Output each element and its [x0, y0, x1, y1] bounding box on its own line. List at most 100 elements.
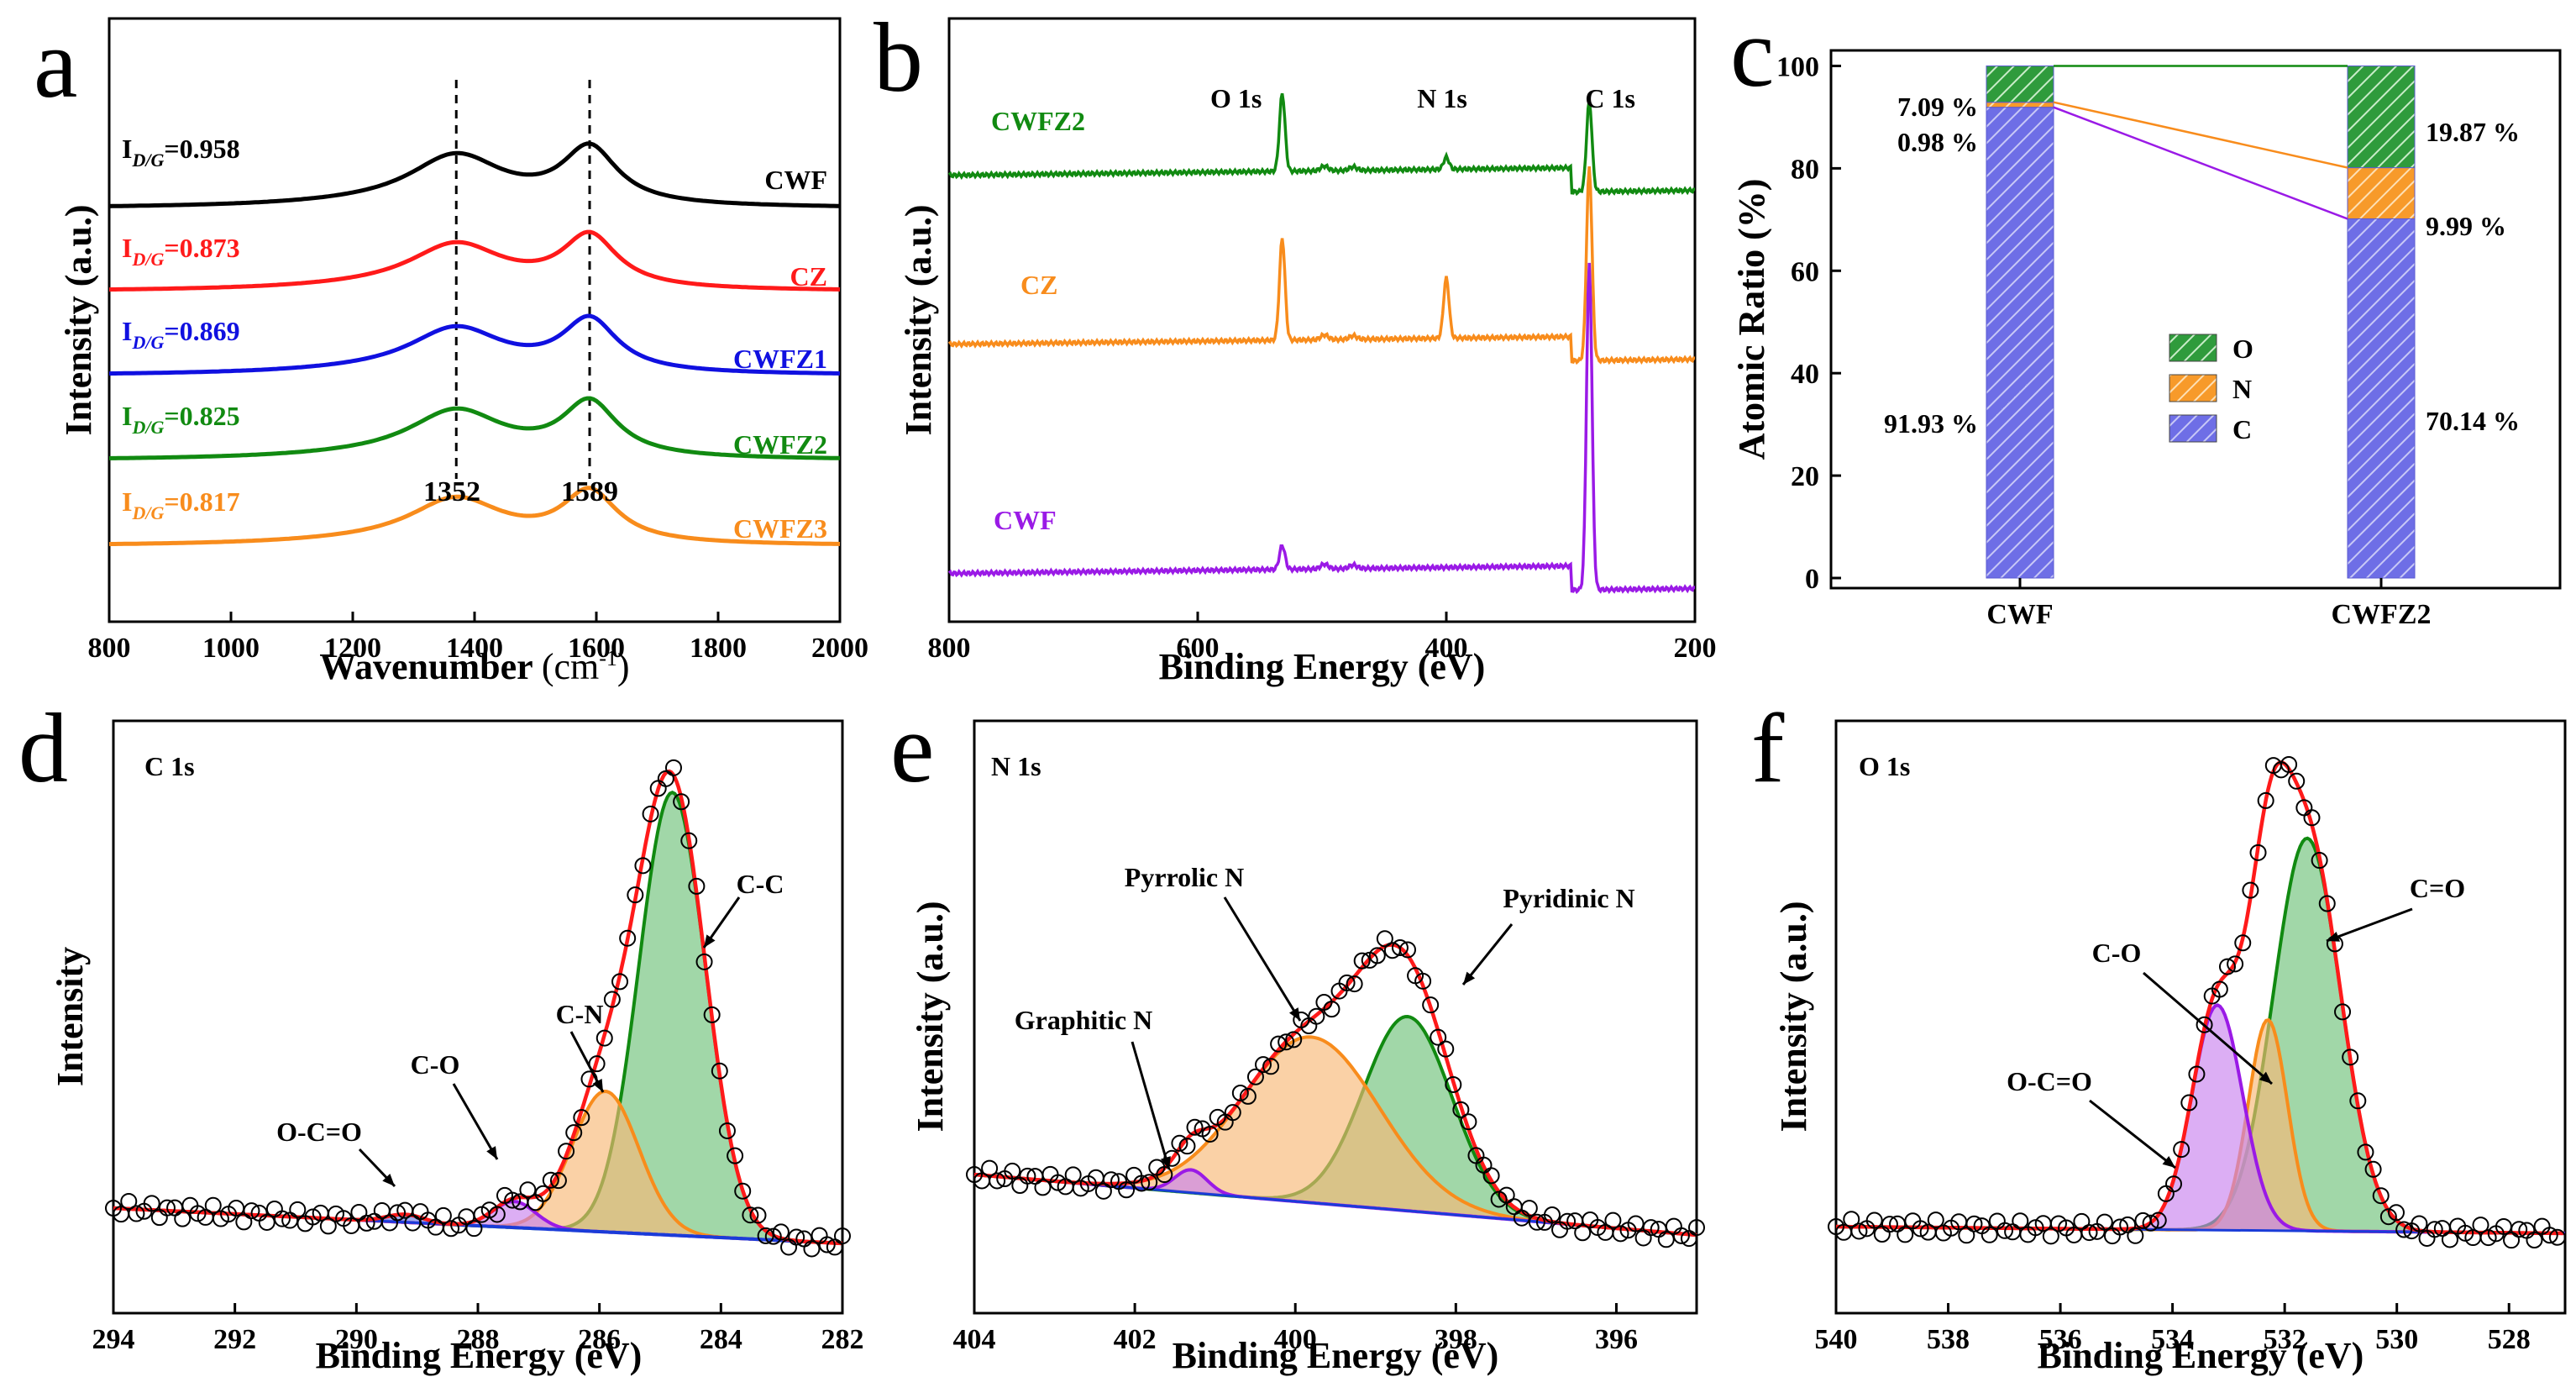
- panel-b-series-label-CZ: CZ: [1020, 270, 1057, 300]
- panel-d-data-point-75: [680, 832, 698, 849]
- panel-e-data-point-88: [1634, 1229, 1652, 1247]
- panel-d-labels: C-C C-N C-O O-C=O: [276, 869, 784, 1188]
- panel-e-data-point-18: [1102, 1171, 1120, 1189]
- panel-f-arrow-head-1: [2259, 1071, 2272, 1084]
- panel-f-data-point-54: [2242, 881, 2259, 899]
- panel-d-data-point-80: [718, 1122, 736, 1139]
- panel-a-series-label-CWFZ1: CWFZ1: [733, 344, 827, 374]
- panel-d-data-point-11: [189, 1205, 207, 1222]
- panel-e-ylabel: Intensity (a.u.): [910, 901, 951, 1132]
- panel-b-series-line-CWF: [947, 262, 1696, 595]
- panel-f-data-point-78: [2426, 1221, 2443, 1238]
- panel-a-xtick-label-2: 1200: [324, 633, 381, 664]
- panel-d-data-point-65: [603, 991, 621, 1008]
- panel-d-data-point-69: [634, 857, 652, 875]
- panel-c-connector-N: [2053, 101, 2348, 169]
- panel-c-bar-CWFZ2-N: [2347, 167, 2416, 219]
- panel-a-labels: CWF ID/G=0.958 CZ ID/G=0.873 CWFZ1 ID/G=0.869…: [122, 134, 827, 544]
- panel-d-data-point-24: [289, 1201, 307, 1218]
- panel-c-ylabel: Atomic Ratio (%): [1731, 179, 1772, 460]
- panel-f-component-label-1: C-O: [2092, 938, 2142, 968]
- panel-f: f O 1s 540 538 536 534 532 530 528 C=O C-O O-C=O…: [1751, 693, 2567, 1376]
- panel-d-arrow-head-2: [486, 1146, 497, 1159]
- panel-f-data-point-62: [2303, 809, 2321, 827]
- panel-f-data-point-42: [2149, 1211, 2167, 1229]
- panel-f-component-label-0: C=O: [2410, 873, 2465, 903]
- panel-c-value-CWF-C: 91.93 %: [1884, 408, 1978, 439]
- panel-d-data-point-52: [504, 1191, 522, 1209]
- panel-f-component-fill-2: [1836, 1005, 2565, 1233]
- panel-f-data-point-72: [2379, 1208, 2397, 1226]
- panel-c-ytick-label-3: 60: [1791, 256, 1819, 287]
- panel-f-data-point-11: [1912, 1220, 1929, 1238]
- panel-e-data-point-38: [1255, 1056, 1272, 1074]
- panel-d-component-label-1: C-N: [556, 999, 604, 1029]
- panel-f-arrow-line-1: [2143, 971, 2273, 1085]
- panel-e-data-point-17: [1094, 1182, 1112, 1200]
- panel-d-data-point-94: [826, 1238, 843, 1256]
- panel-e-arrow-line-1: [1223, 896, 1302, 1022]
- panel-e-component-label-1: Pyrrolic N: [1125, 862, 1244, 892]
- panel-d-arrow-head-1: [592, 1079, 603, 1092]
- panel-e-arrow-line-0: [1461, 923, 1514, 985]
- panel-d-xlabel: Binding Energy (eV): [316, 1335, 643, 1376]
- panel-e-data-point-3: [989, 1172, 1006, 1190]
- panel-e-data-point-70: [1498, 1186, 1515, 1204]
- panel-d-data-point-54: [519, 1181, 537, 1199]
- panel-e-data-point-89: [1642, 1219, 1660, 1237]
- panel-f-xtick-label-0: 540: [1815, 1324, 1858, 1355]
- panel-a-reference-lines: [454, 80, 591, 479]
- panel-d-arrow-head-0: [704, 934, 716, 948]
- panel-f-data-point-37: [2112, 1218, 2129, 1236]
- panel-c-letter: c: [1730, 0, 1774, 108]
- panel-b-letter: b: [874, 3, 923, 113]
- panel-f-data-point-85: [2479, 1229, 2497, 1247]
- panel-b-labels: CWFZ2 CZ CWF O 1s N 1s C 1s: [991, 83, 1635, 535]
- panel-f-data-point-60: [2288, 772, 2306, 790]
- panel-b-xtick-label-2: 400: [1425, 633, 1468, 664]
- panel-c: c 0 20 40 60 80 100 CWF CWFZ2 7.09 % 0.98 % 91.9…: [1730, 0, 2562, 630]
- panel-e-data-point-41: [1278, 1033, 1295, 1051]
- panel-d-data-point-74: [673, 793, 690, 811]
- panel-f-data-point-24: [2012, 1212, 2029, 1230]
- panel-e-data-point-78: [1559, 1212, 1577, 1230]
- panel-e-data-point-62: [1437, 1040, 1455, 1058]
- panel-a-peak-label-g: 1589: [561, 476, 618, 507]
- panel-e-labels: Pyridinic N Pyrrolic N Graphitic N: [1015, 862, 1635, 1170]
- panel-a-series-label-CWF: CWF: [764, 165, 827, 195]
- panel-e-data-point-85: [1612, 1225, 1629, 1243]
- panel-b-series-label-CWFZ2: CWFZ2: [991, 106, 1085, 136]
- panel-c-legend: ONC: [2169, 334, 2253, 444]
- panel-e-frame: [973, 719, 1698, 1315]
- panel-c-labels: 7.09 % 0.98 % 91.93 % 19.87 % 9.99 % 70.14 %: [1884, 92, 2520, 439]
- panel-b-series: [947, 92, 1696, 595]
- panel-e-data-point-35: [1231, 1084, 1249, 1101]
- panel-f-xtick-label-2: 536: [2039, 1324, 2082, 1355]
- panel-c-legend-label-N: N: [2232, 374, 2252, 404]
- panel-b-series-label-CWF: CWF: [994, 505, 1057, 535]
- panel-e-data-point-25: [1156, 1166, 1173, 1184]
- panel-b-series-line-CZ: [947, 166, 1696, 365]
- panel-f-xtick-label-4: 532: [2264, 1324, 2306, 1355]
- panel-d: d C 1s 294 292 290 288 286 284 282 C-C C-N C-O O-…: [18, 693, 864, 1376]
- panel-d-data-point-17: [235, 1213, 253, 1231]
- panel-f-data-point-39: [2127, 1227, 2144, 1244]
- panel-d-data-point-81: [727, 1147, 744, 1164]
- panel-d-data-point-68: [627, 886, 644, 904]
- panel-d-data-point-57: [542, 1171, 559, 1189]
- panel-f-data-point-46: [2180, 1094, 2198, 1112]
- panel-a-letter: a: [34, 8, 77, 118]
- panel-c-xtick-label-1: CWFZ2: [2332, 599, 2432, 630]
- panel-d-data-point-66: [611, 973, 629, 991]
- panel-d-arrow-line-2: [452, 1083, 499, 1160]
- panel-c-value-CWFZ2-O: 19.87 %: [2426, 117, 2520, 147]
- panel-a-peak-label-d: 1352: [423, 476, 480, 507]
- panel-e-data-point-74: [1528, 1213, 1545, 1231]
- panel-e-data-point-40: [1270, 1035, 1288, 1053]
- panel-f-arrow-line-2: [2089, 1099, 2176, 1169]
- panel-c-ytick-label-1: 20: [1791, 461, 1819, 492]
- panel-f-xtick-label-1: 538: [1927, 1324, 1970, 1355]
- panel-c-legend-label-O: O: [2232, 334, 2253, 364]
- panel-e-title: N 1s: [991, 751, 1041, 781]
- panel-e-arrow-line-2: [1131, 1041, 1171, 1170]
